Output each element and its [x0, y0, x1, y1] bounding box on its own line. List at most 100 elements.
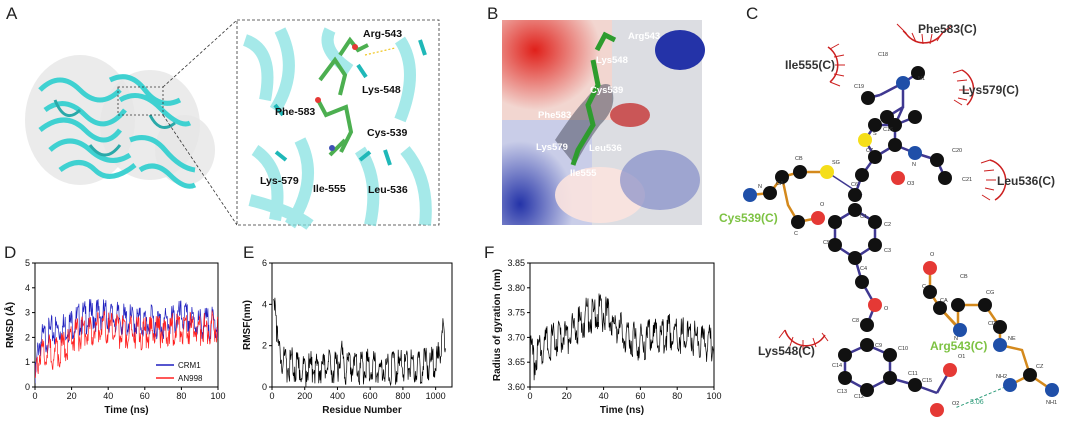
x-tick-label: 80: [176, 391, 186, 401]
x-tick-label: 100: [706, 391, 721, 401]
svg-text:O: O: [820, 202, 825, 208]
electrostatic-surface: [502, 20, 705, 225]
svg-text:N1: N1: [918, 76, 925, 82]
y-tick-label: 0: [25, 382, 30, 392]
panel-a-labels: Arg-543 Lys-548 Phe-583 Cys-539 Lys-579 …: [260, 28, 408, 196]
hydrophobic-spokes: [778, 23, 996, 350]
x-tick-label: 20: [67, 391, 77, 401]
label-ile555-c: Ile555(C): [785, 58, 835, 72]
x-tick-label: 60: [635, 391, 645, 401]
y-tick-label: 3.80: [507, 283, 525, 293]
svg-text:O: O: [930, 252, 935, 258]
x-tick-label: 40: [103, 391, 113, 401]
svg-text:C7: C7: [866, 148, 873, 154]
label-cys539-a: Cys-539: [367, 127, 407, 139]
svg-text:C19: C19: [854, 84, 864, 90]
series-line-f: [530, 293, 714, 381]
svg-text:C4: C4: [860, 266, 867, 272]
panel-c-letter: C: [746, 4, 759, 23]
panel-f-letter: F: [484, 243, 495, 262]
y-tick-label: 6: [262, 258, 267, 268]
rmsd-chart: 0 20 40 60 80 100 0 1 2 3 4 5 Time (ns) RMSD (Å) CRM1 A…: [3, 258, 226, 416]
svg-text:CA: CA: [776, 181, 784, 187]
x-axis-label: Residue Number: [322, 405, 402, 416]
svg-text:O2: O2: [952, 401, 959, 407]
svg-text:C9: C9: [875, 343, 882, 349]
y-axis-label: RMSF(nm): [242, 300, 253, 350]
svg-text:C2: C2: [884, 222, 891, 228]
label-lys548-b: Lys548: [596, 55, 628, 66]
y-axis-label: RMSD (Å): [3, 302, 16, 348]
y-tick-label: 3.85: [507, 258, 525, 268]
panel-b-labels: Arg543 Lys548 Cys539 Phe583 Lys579 Leu53…: [536, 31, 660, 179]
y-tick-label: 4: [262, 299, 267, 309]
legend-label: CRM1: [178, 361, 201, 370]
svg-text:CZ: CZ: [1036, 364, 1044, 370]
label-leu536-b: Leu536: [589, 143, 622, 154]
svg-text:C: C: [922, 284, 926, 290]
svg-text:NH1: NH1: [1046, 400, 1057, 406]
y-axis-label: Radius of gyration (nm): [492, 269, 503, 381]
atom-labels: C18 C19 N1 C16 S C7 N C20 C21 O3 C6 C1 C…: [758, 52, 1057, 407]
label-arg543-a: Arg-543: [363, 28, 402, 40]
svg-text:C10: C10: [898, 346, 908, 352]
plot-frame: [34, 262, 219, 388]
y-tick-label: 2: [262, 341, 267, 351]
label-lys548-a: Lys-548: [362, 84, 401, 96]
svg-text:C15: C15: [922, 378, 932, 384]
label-lys579-c: Lys579(C): [962, 83, 1019, 97]
label-lys548-c: Lys548(C): [758, 344, 815, 358]
x-tick-label: 600: [363, 391, 378, 401]
label-phe583-b: Phe583: [538, 110, 571, 121]
y-tick-label: 5: [25, 258, 30, 268]
label-cys539-c: Cys539(C): [719, 211, 778, 225]
plot-frame: [271, 262, 453, 388]
panel-c-labels: Phe583(C) Ile555(C) Lys579(C) Leu536(C) …: [719, 22, 1055, 406]
label-leu536-a: Leu-536: [368, 184, 408, 196]
svg-text:O1: O1: [958, 354, 965, 360]
svg-text:SG: SG: [832, 160, 840, 166]
label-ile555-a: Ile-555: [313, 183, 346, 195]
x-axis-label: Time (ns): [104, 405, 148, 416]
svg-text:N: N: [912, 162, 916, 168]
y-tick-label: 3.70: [507, 332, 525, 342]
label-cys539-b: Cys539: [590, 85, 623, 96]
label-phe583-c: Phe583(C): [918, 22, 977, 36]
label-lys579-a: Lys-579: [260, 175, 299, 187]
x-tick-label: 40: [599, 391, 609, 401]
label-phe583-a: Phe-583: [275, 106, 315, 118]
label-leu536-c: Leu536(C): [997, 174, 1055, 188]
svg-text:CG: CG: [986, 290, 994, 296]
svg-text:C12: C12: [854, 394, 864, 400]
hbond-distance: 3.06: [970, 399, 984, 406]
x-tick-label: 1000: [426, 391, 446, 401]
label-arg543-b: Arg543: [628, 31, 660, 42]
svg-text:S: S: [873, 131, 877, 137]
panel-d-letter: D: [4, 243, 17, 262]
rmsf-chart: 0 200 400 600 800 1000 0 2 4 6 Residue Number RMSF(…: [242, 258, 453, 416]
svg-text:C16: C16: [883, 127, 893, 133]
y-tick-label: 3.65: [507, 357, 525, 367]
y-tick-label: 4: [25, 283, 30, 293]
interaction-diagram: C18 C19 N1 C16 S C7 N C20 C21 O3 C6 C1 C…: [743, 23, 1059, 417]
x-tick-label: 20: [562, 391, 572, 401]
svg-text:CB: CB: [960, 274, 968, 280]
svg-text:C5: C5: [823, 240, 830, 246]
x-tick-label: 80: [672, 391, 682, 401]
protein-overview: [25, 19, 238, 226]
x-tick-label: 800: [395, 391, 410, 401]
y-tick-label: 1: [25, 357, 30, 367]
rog-chart: 0 20 40 60 80 100 3.60 3.65 3.70 3.75 3.80 3.85 Time…: [492, 258, 722, 416]
svg-text:C11: C11: [908, 371, 918, 377]
panel-e-letter: E: [243, 243, 255, 262]
svg-text:C14: C14: [832, 363, 842, 369]
y-tick-label: 2: [25, 332, 30, 342]
svg-text:C: C: [794, 231, 798, 237]
svg-text:CD: CD: [988, 321, 996, 327]
label-arg543-c: Arg543(C): [930, 339, 987, 353]
svg-text:C1: C1: [860, 214, 867, 220]
svg-text:C6: C6: [851, 182, 858, 188]
series-line-crm1: [35, 298, 218, 384]
binding-site-zoom: [236, 19, 440, 230]
